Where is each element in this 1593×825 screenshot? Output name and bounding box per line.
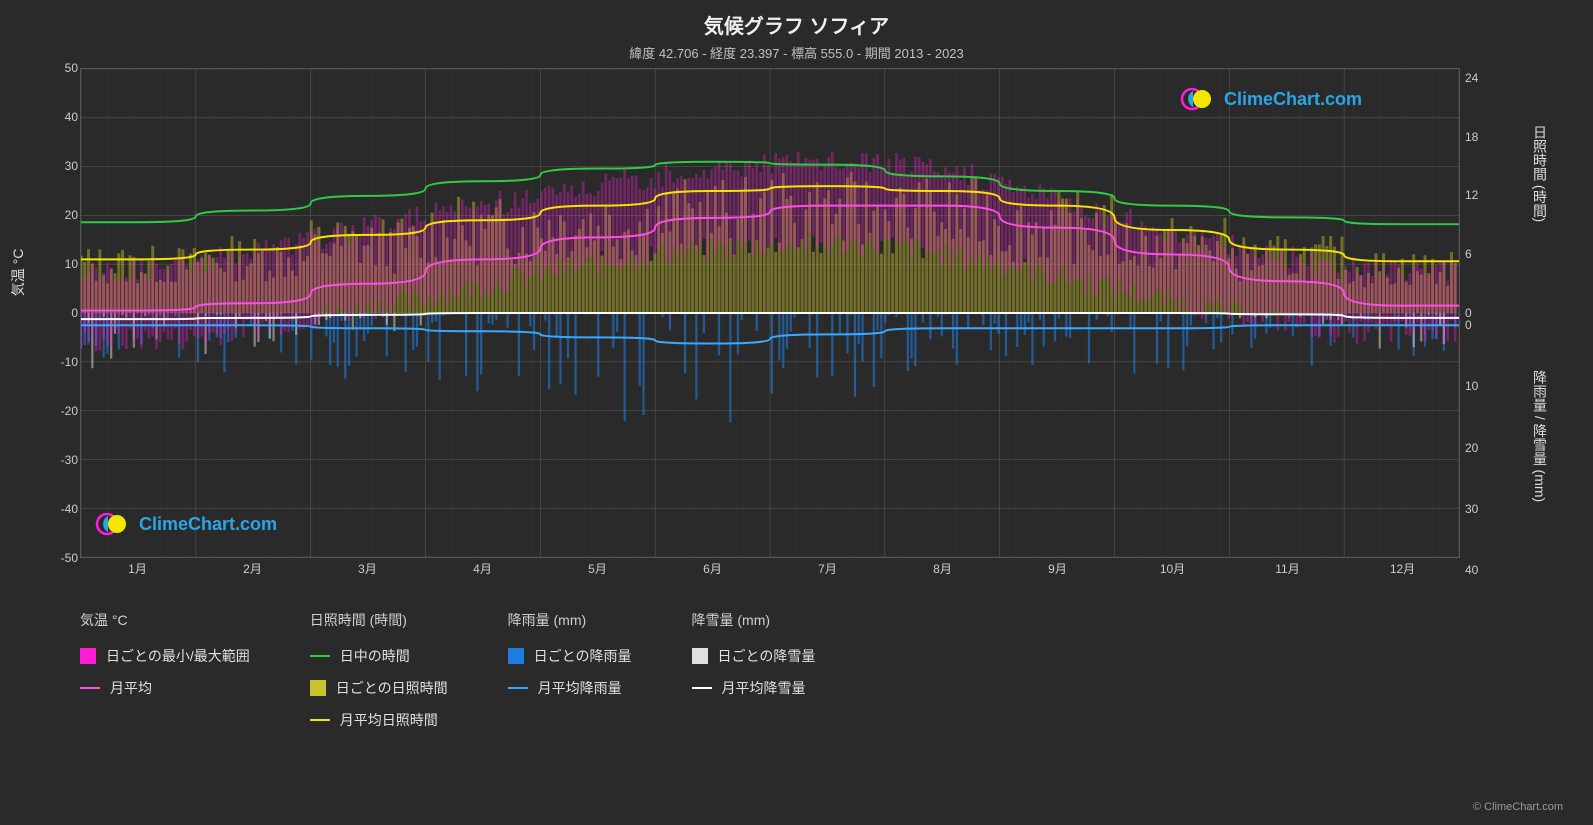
y-left-tick: 10 <box>40 257 78 271</box>
x-axis: 1月 2月 3月 4月 5月 6月 7月 8月 9月 10月 11月 12月 <box>80 560 1460 580</box>
legend-item: 日ごとの降雨量 <box>508 646 632 666</box>
legend-label: 月平均 <box>110 678 152 698</box>
legend-header: 降雪量 (mm) <box>692 610 816 630</box>
legend-item: 月平均降雪量 <box>692 678 816 698</box>
x-tick: 2月 <box>243 560 262 577</box>
x-tick: 9月 <box>1048 560 1067 577</box>
y-left-tick: 40 <box>40 110 78 124</box>
x-tick: 11月 <box>1275 560 1299 577</box>
y-right-bottom-tick: 40 <box>1465 563 1495 577</box>
x-tick: 3月 <box>358 560 377 577</box>
y-right-bottom-tick: 20 <box>1465 441 1495 455</box>
brand-watermark: ClimeChart.com <box>95 510 277 538</box>
legend-item: 月平均降雨量 <box>508 678 632 698</box>
legend-swatch <box>80 687 100 689</box>
y-left-tick: 20 <box>40 208 78 222</box>
legend-item: 月平均 <box>80 678 250 698</box>
legend-item: 月平均日照時間 <box>310 710 448 730</box>
legend-swatch <box>310 719 330 721</box>
chart-subtitle: 緯度 42.706 - 経度 23.397 - 標高 555.0 - 期間 20… <box>0 43 1593 62</box>
legend-label: 日ごとの最小/最大範囲 <box>106 646 250 666</box>
y-right-bottom-tick: 10 <box>1465 379 1495 393</box>
legend-label: 日中の時間 <box>340 646 410 666</box>
legend-label: 月平均降雨量 <box>538 678 622 698</box>
y-right-top-tick: 12 <box>1465 188 1495 202</box>
x-tick: 6月 <box>703 560 722 577</box>
legend-header: 日照時間 (時間) <box>310 610 448 630</box>
legend: 気温 °C 日ごとの最小/最大範囲月平均 日照時間 (時間) 日中の時間日ごとの日照時… <box>80 610 1460 730</box>
y-axis-right-top: 06121824 <box>1465 68 1495 328</box>
y-left-tick: 30 <box>40 159 78 173</box>
y-right-top-tick: 18 <box>1465 130 1495 144</box>
chart-title: 気候グラフ ソフィア <box>0 10 1593 39</box>
y-left-tick: -20 <box>40 404 78 418</box>
y-axis-right-bottom: 010203040 <box>1465 325 1495 560</box>
title-block: 気候グラフ ソフィア 緯度 42.706 - 経度 23.397 - 標高 55… <box>0 0 1593 62</box>
legend-swatch <box>692 648 708 664</box>
y-left-tick: -30 <box>40 453 78 467</box>
y-axis-left-label: 気温 °C <box>8 249 28 297</box>
legend-swatch <box>310 680 326 696</box>
legend-swatch <box>692 687 712 689</box>
y-left-tick: -40 <box>40 502 78 516</box>
legend-column: 気温 °C 日ごとの最小/最大範囲月平均 <box>80 610 250 730</box>
x-tick: 1月 <box>128 560 147 577</box>
brand-text: ClimeChart.com <box>139 514 277 535</box>
legend-label: 日ごとの降雪量 <box>718 646 816 666</box>
y-axis-right-top-label: 日照時間 (時間) <box>1530 125 1550 222</box>
legend-item: 日ごとの最小/最大範囲 <box>80 646 250 666</box>
x-tick: 4月 <box>473 560 492 577</box>
x-tick: 5月 <box>588 560 607 577</box>
y-left-tick: 0 <box>40 306 78 320</box>
y-axis-right-bottom-label: 降雨量 / 降雪量 (mm) <box>1530 370 1550 502</box>
legend-label: 日ごとの降雨量 <box>534 646 632 666</box>
y-left-tick: -10 <box>40 355 78 369</box>
y-left-tick: 50 <box>40 61 78 75</box>
y-axis-left: -50-40-30-20-1001020304050 <box>40 68 80 558</box>
y-right-bottom-tick: 0 <box>1465 318 1495 332</box>
x-tick: 7月 <box>818 560 837 577</box>
y-right-bottom-tick: 30 <box>1465 502 1495 516</box>
legend-column: 降雪量 (mm) 日ごとの降雪量月平均降雪量 <box>692 610 816 730</box>
legend-header: 気温 °C <box>80 610 250 630</box>
y-right-top-tick: 6 <box>1465 247 1495 261</box>
legend-label: 月平均降雪量 <box>722 678 806 698</box>
legend-item: 日ごとの日照時間 <box>310 678 448 698</box>
legend-label: 日ごとの日照時間 <box>336 678 448 698</box>
legend-column: 日照時間 (時間) 日中の時間日ごとの日照時間月平均日照時間 <box>310 610 448 730</box>
legend-column: 降雨量 (mm) 日ごとの降雨量月平均降雨量 <box>508 610 632 730</box>
legend-header: 降雨量 (mm) <box>508 610 632 630</box>
plot-area <box>80 68 1460 558</box>
plot-svg <box>81 69 1459 557</box>
legend-item: 日ごとの降雪量 <box>692 646 816 666</box>
y-right-top-tick: 24 <box>1465 71 1495 85</box>
climate-chart: 気候グラフ ソフィア 緯度 42.706 - 経度 23.397 - 標高 55… <box>0 0 1593 825</box>
x-tick: 8月 <box>933 560 952 577</box>
legend-swatch <box>80 648 96 664</box>
legend-item: 日中の時間 <box>310 646 448 666</box>
x-tick: 12月 <box>1390 560 1415 577</box>
x-tick: 10月 <box>1160 560 1185 577</box>
legend-label: 月平均日照時間 <box>340 710 438 730</box>
brand-watermark: ClimeChart.com <box>1180 85 1362 113</box>
legend-swatch <box>508 687 528 689</box>
legend-swatch <box>508 648 524 664</box>
legend-swatch <box>310 655 330 657</box>
footer-credit: © ClimeChart.com <box>1473 801 1563 813</box>
y-left-tick: -50 <box>40 551 78 565</box>
brand-text: ClimeChart.com <box>1224 89 1362 110</box>
